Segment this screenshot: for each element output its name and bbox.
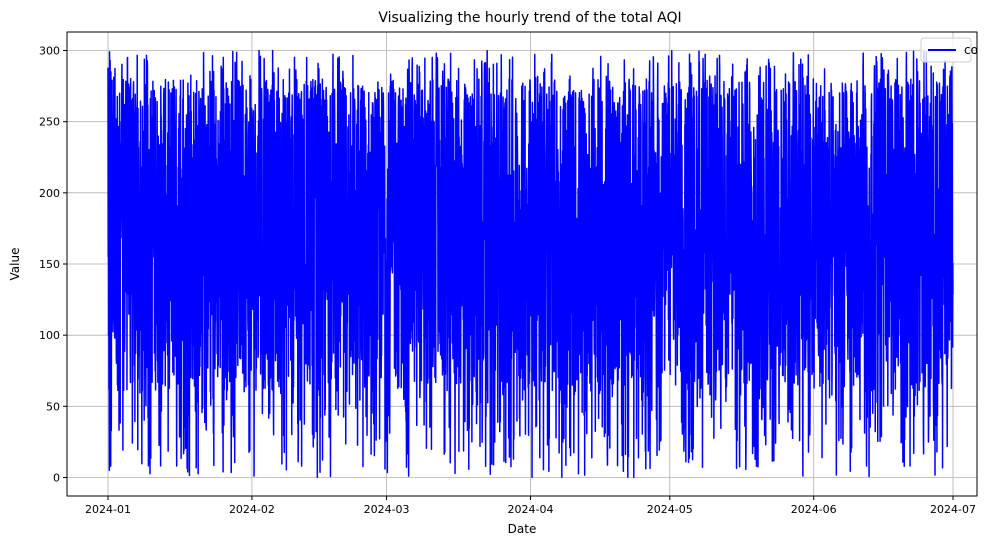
y-tick-label: 300 (39, 45, 60, 58)
data-series-co (107, 49, 954, 479)
series-line-co (107, 49, 954, 479)
legend: co (920, 37, 978, 63)
chart-title: Visualizing the hourly trend of the tota… (378, 10, 681, 26)
y-axis-label: Value (8, 248, 22, 281)
x-tick-label: 2024-01 (85, 503, 131, 516)
legend-label-co: co (964, 43, 978, 57)
x-tick-label: 2024-06 (791, 503, 837, 516)
x-axis: 2024-01 2024-02 2024-03 2024-04 2024-05 2024-… (85, 496, 976, 516)
y-tick-label: 150 (39, 258, 60, 271)
x-tick-label: 2024-04 (508, 503, 554, 516)
x-tick-label: 2024-03 (364, 503, 410, 516)
x-axis-label: Date (508, 522, 537, 536)
x-tick-label: 2024-05 (647, 503, 693, 516)
y-tick-label: 200 (39, 187, 60, 200)
y-tick-label: 50 (46, 400, 60, 413)
y-tick-label: 0 (53, 471, 60, 484)
y-tick-label: 100 (39, 329, 60, 342)
y-tick-label: 250 (39, 116, 60, 129)
y-axis: 0 50 100 150 200 250 300 (39, 45, 67, 484)
x-tick-label: 2024-07 (930, 503, 976, 516)
x-tick-label: 2024-02 (229, 503, 275, 516)
